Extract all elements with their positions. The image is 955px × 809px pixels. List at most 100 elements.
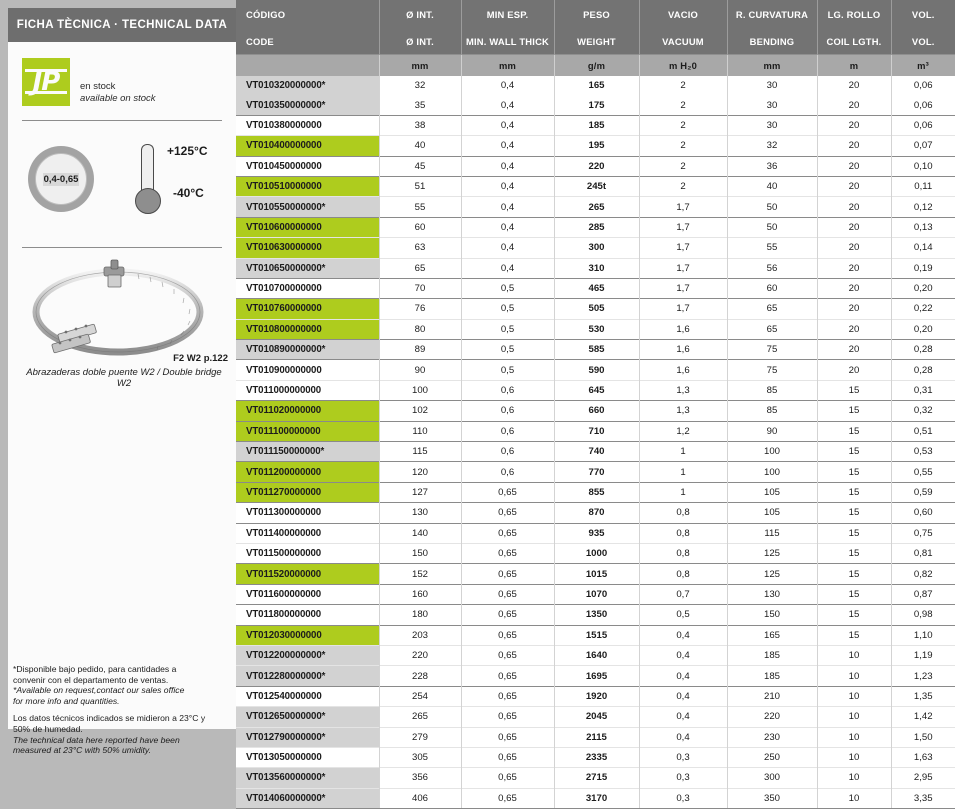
cell-code: VT012280000000* bbox=[236, 665, 380, 687]
wall-thickness-ring-icon: 0,4-0,65 bbox=[28, 146, 94, 212]
cell-weight: 1640 bbox=[554, 644, 640, 666]
cell-coil: 15 bbox=[817, 522, 892, 544]
cell-vacuum: 2 bbox=[639, 95, 728, 116]
cell-code: VT010510000000 bbox=[236, 175, 380, 197]
cell-vacuum: 1,2 bbox=[639, 420, 728, 442]
cell-wall: 0,65 bbox=[461, 726, 555, 748]
cell-weight: 285 bbox=[554, 216, 640, 238]
cell-wall: 0,4 bbox=[461, 257, 555, 279]
header-row-es: CÓDIGO Ø INT. MIN ESP. PESO VACIO R. CUR… bbox=[236, 0, 955, 28]
cell-weight: 530 bbox=[554, 318, 640, 340]
cell-wall: 0,4 bbox=[461, 155, 555, 177]
cell-code: VT011300000000 bbox=[236, 502, 380, 524]
cell-code: VT011100000000 bbox=[236, 420, 380, 442]
footnote-measurement-en-2: measured at 23°C with 50% umidity. bbox=[13, 745, 151, 756]
col-header-wall-en: MIN. WALL THICK bbox=[461, 28, 555, 55]
table-row: VT011300000000 130 0,65 870 0,8 105 15 0,60 bbox=[236, 502, 955, 524]
cell-wall: 0,65 bbox=[461, 665, 555, 687]
cell-weight: 740 bbox=[554, 441, 640, 462]
cell-vacuum: 2 bbox=[639, 155, 728, 177]
col-header-weight-en: WEIGHT bbox=[554, 28, 640, 55]
cell-wall: 0,4 bbox=[461, 237, 555, 259]
cell-vacuum: 2 bbox=[639, 114, 728, 136]
cell-wall: 0,4 bbox=[461, 76, 555, 96]
cell-dint: 90 bbox=[379, 359, 462, 381]
cell-weight: 1350 bbox=[554, 604, 640, 626]
page-title: FICHA TÈCNICA · TECHNICAL DATA bbox=[16, 19, 228, 31]
cell-vacuum: 1,3 bbox=[639, 400, 728, 422]
cell-code: VT011800000000 bbox=[236, 604, 380, 626]
cell-coil: 10 bbox=[817, 706, 892, 727]
cell-dint: 35 bbox=[379, 95, 462, 116]
cell-vacuum: 1 bbox=[639, 441, 728, 462]
cell-dint: 100 bbox=[379, 379, 462, 401]
cell-code: VT011020000000 bbox=[236, 400, 380, 422]
col-header-dint-en: Ø INT. bbox=[379, 28, 462, 55]
cell-wall: 0,65 bbox=[461, 685, 555, 707]
hose-clamp-image bbox=[32, 259, 204, 356]
cell-weight: 310 bbox=[554, 257, 640, 279]
cell-weight: 1695 bbox=[554, 665, 640, 687]
cell-weight: 1015 bbox=[554, 563, 640, 585]
cell-dint: 40 bbox=[379, 135, 462, 157]
cell-vacuum: 1,7 bbox=[639, 237, 728, 259]
cell-code: VT010350000000* bbox=[236, 95, 380, 116]
cell-bending: 125 bbox=[727, 563, 818, 585]
cell-dint: 356 bbox=[379, 767, 462, 789]
cell-coil: 15 bbox=[817, 481, 892, 503]
cell-weight: 870 bbox=[554, 502, 640, 524]
cell-vol: 1,63 bbox=[891, 746, 955, 768]
cell-vacuum: 0,4 bbox=[639, 706, 728, 727]
cell-vol: 0,14 bbox=[891, 237, 955, 259]
cell-wall: 0,65 bbox=[461, 706, 555, 727]
table-row: VT013560000000* 356 0,65 2715 0,3 300 10 2,95 bbox=[236, 767, 955, 789]
cell-wall: 0,6 bbox=[461, 379, 555, 401]
temperature-range: +125°C -40°C bbox=[127, 140, 222, 230]
cell-wall: 0,65 bbox=[461, 746, 555, 768]
cell-weight: 590 bbox=[554, 359, 640, 381]
cell-dint: 89 bbox=[379, 339, 462, 360]
cell-vol: 0,13 bbox=[891, 216, 955, 238]
cell-bending: 100 bbox=[727, 461, 818, 483]
cell-weight: 2335 bbox=[554, 746, 640, 768]
cell-vacuum: 0,3 bbox=[639, 767, 728, 789]
cell-weight: 710 bbox=[554, 420, 640, 442]
cell-code: VT011600000000 bbox=[236, 583, 380, 605]
cell-coil: 20 bbox=[817, 257, 892, 279]
cell-vol: 1,23 bbox=[891, 665, 955, 687]
cell-code: VT011150000000* bbox=[236, 441, 380, 462]
cell-wall: 0,4 bbox=[461, 135, 555, 157]
cell-vol: 0,19 bbox=[891, 257, 955, 279]
table-row: VT011800000000 180 0,65 1350 0,5 150 15 0,98 bbox=[236, 604, 955, 626]
cell-bending: 300 bbox=[727, 767, 818, 789]
col-header-vol-es: VOL. bbox=[891, 0, 955, 28]
cell-code: VT011520000000 bbox=[236, 563, 380, 585]
cell-code: VT011000000000 bbox=[236, 379, 380, 401]
cell-dint: 279 bbox=[379, 726, 462, 748]
cell-bending: 40 bbox=[727, 175, 818, 197]
footnote-measurement-es-2: 50% de humedad. bbox=[13, 723, 83, 734]
cell-wall: 0,65 bbox=[461, 481, 555, 503]
cell-code: VT011270000000 bbox=[236, 481, 380, 503]
table-row: VT010380000000 38 0,4 185 2 30 20 0,06 bbox=[236, 114, 955, 136]
cell-bending: 150 bbox=[727, 604, 818, 626]
col-header-wall-es: MIN ESP. bbox=[461, 0, 555, 28]
cell-coil: 10 bbox=[817, 787, 892, 809]
cell-vacuum: 1,7 bbox=[639, 277, 728, 299]
cell-code: VT012790000000* bbox=[236, 726, 380, 748]
cell-coil: 20 bbox=[817, 76, 892, 96]
cell-vacuum: 1,7 bbox=[639, 257, 728, 279]
cell-weight: 935 bbox=[554, 522, 640, 544]
cell-dint: 110 bbox=[379, 420, 462, 442]
page-title-bar: FICHA TÈCNICA · TECHNICAL DATA bbox=[8, 8, 236, 42]
footnote-availability-es-2: convenir con el departamento de ventas. bbox=[13, 674, 169, 685]
cell-bending: 55 bbox=[727, 237, 818, 259]
cell-dint: 180 bbox=[379, 604, 462, 626]
cell-vacuum: 2 bbox=[639, 135, 728, 157]
cell-bending: 65 bbox=[727, 298, 818, 320]
cell-vol: 1,35 bbox=[891, 685, 955, 707]
cell-coil: 10 bbox=[817, 665, 892, 687]
cell-wall: 0,6 bbox=[461, 400, 555, 422]
cell-wall: 0,65 bbox=[461, 644, 555, 666]
cell-weight: 1515 bbox=[554, 624, 640, 646]
